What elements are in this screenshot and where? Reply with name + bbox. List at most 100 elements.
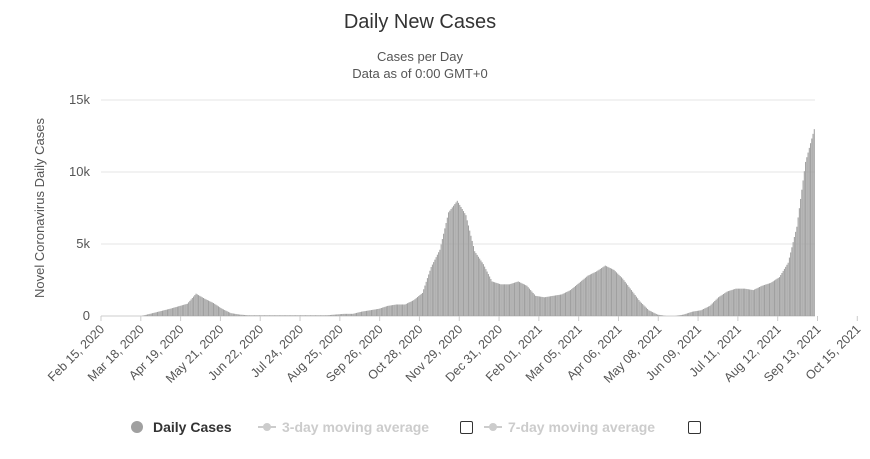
daily-cases-bar[interactable] [686, 313, 688, 316]
daily-cases-bar[interactable] [632, 291, 634, 316]
daily-cases-bar[interactable] [291, 315, 293, 316]
daily-cases-bar[interactable] [481, 262, 483, 316]
daily-cases-bar[interactable] [624, 281, 626, 316]
daily-cases-bar[interactable] [625, 283, 627, 317]
daily-cases-bar[interactable] [700, 310, 702, 316]
daily-cases-bar[interactable] [323, 315, 325, 316]
daily-cases-bar[interactable] [183, 304, 185, 316]
daily-cases-bar[interactable] [708, 306, 710, 316]
daily-cases-bar[interactable] [592, 273, 594, 316]
daily-cases-bar[interactable] [800, 198, 802, 316]
daily-cases-bar[interactable] [293, 315, 295, 316]
daily-cases-bar[interactable] [444, 228, 446, 316]
daily-cases-bar[interactable] [597, 270, 599, 316]
legend-item-daily-cases[interactable]: Daily Cases [131, 419, 232, 435]
daily-cases-bar[interactable] [790, 252, 792, 316]
daily-cases-bar[interactable] [629, 288, 631, 316]
daily-cases-bar[interactable] [560, 294, 562, 316]
daily-cases-bar[interactable] [586, 276, 588, 316]
daily-cases-bar[interactable] [153, 312, 155, 316]
daily-cases-bar[interactable] [510, 283, 512, 316]
daily-cases-bar[interactable] [688, 312, 690, 316]
daily-cases-bar[interactable] [316, 315, 318, 316]
daily-cases-bar[interactable] [764, 284, 766, 316]
daily-cases-bar[interactable] [378, 308, 380, 316]
daily-cases-bar[interactable] [772, 281, 774, 316]
daily-cases-bar[interactable] [235, 313, 237, 316]
daily-cases-bar[interactable] [181, 305, 183, 316]
daily-cases-bar[interactable] [540, 296, 542, 316]
daily-cases-bar[interactable] [630, 290, 632, 316]
daily-cases-bar[interactable] [603, 266, 605, 316]
daily-cases-bar[interactable] [227, 311, 229, 316]
daily-cases-bar[interactable] [746, 289, 748, 316]
daily-cases-bar[interactable] [536, 296, 538, 316]
daily-cases-bar[interactable] [812, 133, 814, 316]
daily-cases-bar[interactable] [464, 213, 466, 316]
daily-cases-bar[interactable] [568, 290, 570, 316]
daily-cases-bar[interactable] [639, 301, 641, 316]
daily-cases-bar[interactable] [306, 315, 308, 316]
daily-cases-bar[interactable] [249, 315, 251, 316]
daily-cases-bar[interactable] [403, 304, 405, 316]
daily-cases-bar[interactable] [725, 292, 727, 316]
daily-cases-bar[interactable] [455, 202, 457, 316]
daily-cases-bar[interactable] [413, 300, 415, 316]
daily-cases-bar[interactable] [491, 281, 493, 316]
daily-cases-bar[interactable] [572, 288, 574, 316]
daily-cases-bar[interactable] [321, 315, 323, 316]
daily-cases-bar[interactable] [230, 313, 232, 316]
daily-cases-bar[interactable] [566, 291, 568, 316]
daily-cases-bar[interactable] [806, 157, 808, 316]
daily-cases-bar[interactable] [384, 306, 386, 316]
daily-cases-bar[interactable] [609, 268, 611, 316]
daily-cases-bar[interactable] [742, 288, 744, 316]
daily-cases-bar[interactable] [579, 281, 581, 316]
daily-cases-bar[interactable] [169, 308, 171, 316]
daily-cases-bar[interactable] [296, 315, 298, 316]
daily-cases-bar[interactable] [429, 270, 431, 316]
daily-cases-bar[interactable] [456, 200, 458, 316]
daily-cases-bar[interactable] [152, 313, 154, 316]
daily-cases-bar[interactable] [691, 311, 693, 316]
daily-cases-bar[interactable] [166, 309, 168, 316]
daily-cases-bar[interactable] [706, 307, 708, 316]
daily-cases-bar[interactable] [250, 315, 252, 316]
daily-cases-bar[interactable] [203, 298, 205, 316]
daily-cases-bar[interactable] [348, 313, 350, 316]
daily-cases-bar[interactable] [318, 315, 320, 316]
daily-cases-bar[interactable] [507, 284, 509, 316]
daily-cases-bar[interactable] [170, 308, 172, 316]
daily-cases-bar[interactable] [251, 315, 253, 316]
daily-cases-bar[interactable] [448, 212, 450, 316]
daily-cases-bar[interactable] [713, 302, 715, 316]
daily-cases-bar[interactable] [214, 303, 216, 316]
daily-cases-bar[interactable] [349, 313, 351, 316]
daily-cases-bar[interactable] [550, 296, 552, 316]
daily-cases-bar[interactable] [215, 304, 217, 316]
daily-cases-bar[interactable] [778, 277, 780, 316]
daily-cases-bar[interactable] [796, 226, 798, 316]
daily-cases-bar[interactable] [419, 295, 421, 316]
daily-cases-bar[interactable] [644, 306, 646, 316]
daily-cases-bar[interactable] [302, 315, 304, 316]
daily-cases-bar[interactable] [205, 299, 207, 316]
daily-cases-bar[interactable] [589, 274, 591, 316]
daily-cases-bar[interactable] [362, 311, 364, 316]
daily-cases-bar[interactable] [397, 304, 399, 316]
daily-cases-bar[interactable] [813, 129, 815, 316]
daily-cases-bar[interactable] [433, 262, 435, 316]
daily-cases-bar[interactable] [569, 290, 572, 316]
daily-cases-bar[interactable] [760, 286, 762, 316]
daily-cases-bar[interactable] [326, 315, 328, 316]
daily-cases-bar[interactable] [258, 315, 261, 316]
daily-cases-bar[interactable] [196, 294, 198, 316]
daily-cases-bar[interactable] [418, 296, 420, 316]
daily-cases-bar[interactable] [701, 309, 703, 316]
daily-cases-bar[interactable] [645, 307, 647, 316]
daily-cases-bar[interactable] [430, 267, 432, 316]
daily-cases-bar[interactable] [462, 211, 465, 316]
daily-cases-bar[interactable] [416, 297, 419, 316]
daily-cases-bar[interactable] [787, 262, 789, 316]
daily-cases-bar[interactable] [252, 315, 254, 316]
